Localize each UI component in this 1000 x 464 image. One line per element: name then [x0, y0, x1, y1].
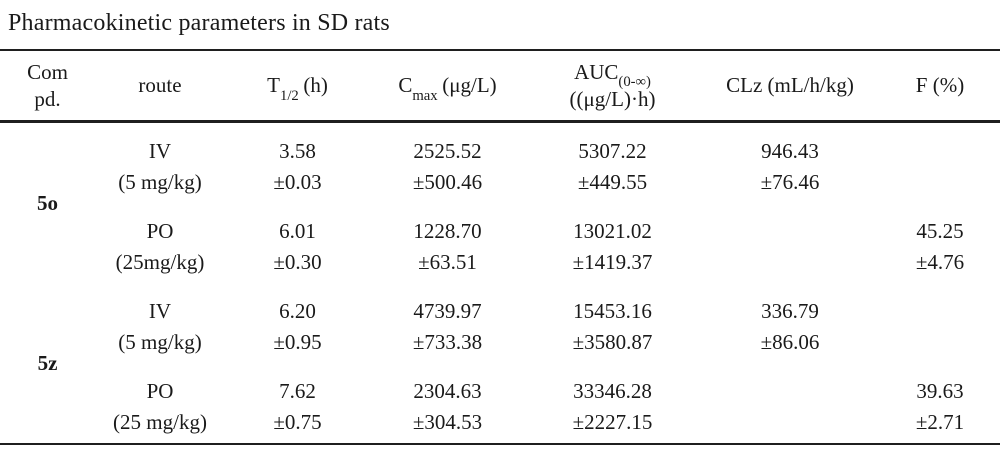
compound-label: 5z — [37, 350, 58, 375]
cmax-cell: 2304.63 ±304.53 — [370, 363, 525, 444]
cmax-value: 4739.97 — [413, 299, 482, 323]
t12-value: 7.62 — [279, 379, 316, 403]
clz-value: 336.79 — [761, 299, 819, 323]
t12-sd: ±0.03 — [273, 170, 322, 194]
dose-value: (5 mg/kg) — [118, 330, 202, 354]
f-value: 39.63 — [916, 379, 964, 403]
auc-value: 5307.22 — [578, 139, 647, 163]
f-cell-empty — [880, 283, 1000, 363]
route-cell: IV (5 mg/kg) — [95, 283, 225, 363]
auc-cell: 33346.28 ±2227.15 — [525, 363, 700, 444]
col-header-cmax: Cmax (μg/L) — [370, 50, 525, 123]
t12-sd: ±0.30 — [273, 250, 322, 274]
auc-subscript: (0-∞) — [618, 74, 651, 91]
t12-cell: 7.62 ±0.75 — [225, 363, 370, 444]
auc-sd: ±3580.87 — [572, 330, 653, 354]
t12-value: 6.20 — [279, 299, 316, 323]
auc-unit: ((μg/L)·h) — [569, 86, 656, 111]
t12-cell: 3.58 ±0.03 — [225, 122, 370, 204]
route-value: IV — [148, 139, 172, 163]
t12-subscript: 1/2 — [279, 87, 299, 104]
table-title: Pharmacokinetic parameters in SD rats — [8, 10, 390, 36]
table-header: Com pd. route T1/2 (h) Cmax (μg/L) AUC(0-∞… — [0, 50, 1000, 123]
cmax-value: 1228.70 — [413, 219, 482, 243]
clz-value: 946.43 — [761, 139, 819, 163]
col-header-clz: CLz (mL/h/kg) — [700, 50, 880, 123]
cmax-sd: ±63.51 — [418, 250, 477, 274]
t12-value: 3.58 — [279, 139, 316, 163]
auc-symbol: AUC — [574, 59, 619, 84]
dose-value: (25mg/kg) — [115, 250, 205, 274]
table-row-5o-iv: 5o IV (5 mg/kg) 3.58 ±0.03 2525.52 ±500.… — [0, 122, 1000, 215]
route-cell: PO (25mg/kg) — [95, 203, 225, 283]
route-cell: IV (5 mg/kg) — [95, 122, 225, 204]
cmax-value: 2525.52 — [413, 139, 482, 163]
f-sd: ±4.76 — [915, 250, 965, 274]
t12-unit: (h) — [303, 73, 328, 97]
cmax-sd: ±733.38 — [412, 330, 483, 354]
cmax-sd: ±304.53 — [412, 410, 483, 434]
col-header-route: route — [95, 50, 225, 123]
t12-sd: ±0.75 — [273, 410, 322, 434]
auc-sd: ±2227.15 — [572, 410, 653, 434]
header-row: Com pd. route T1/2 (h) Cmax (μg/L) AUC(0-∞… — [0, 50, 1000, 123]
compound-header-line2: pd. — [34, 86, 61, 111]
auc-cell: 15453.16 ±3580.87 — [525, 283, 700, 363]
dose-value: (25 mg/kg) — [113, 410, 207, 434]
auc-value: 33346.28 — [573, 379, 652, 403]
clz-cell-empty — [700, 363, 880, 444]
cmax-cell: 1228.70 ±63.51 — [370, 203, 525, 283]
f-value: 45.25 — [916, 219, 964, 243]
compound-header-line1: Com — [27, 59, 68, 84]
cmax-cell: 2525.52 ±500.46 — [370, 122, 525, 204]
clz-cell: 946.43 ±76.46 — [700, 122, 880, 204]
f-cell: 39.63 ±2.71 — [880, 363, 1000, 444]
table-row-5z-po: PO (25 mg/kg) 7.62 ±0.75 2304.63 ±304.53… — [0, 363, 1000, 444]
col-header-f: F (%) — [880, 50, 1000, 123]
f-cell: 45.25 ±4.76 — [880, 203, 1000, 283]
table-row-5z-iv: 5z IV (5 mg/kg) 6.20 ±0.95 4739.97 ±733.… — [0, 283, 1000, 375]
clz-cell-empty — [700, 203, 880, 283]
auc-cell: 5307.22 ±449.55 — [525, 122, 700, 204]
auc-header-line1: AUC(0-∞) — [525, 59, 700, 90]
t12-symbol: T — [267, 73, 280, 97]
route-cell: PO (25 mg/kg) — [95, 363, 225, 444]
auc-value: 13021.02 — [573, 219, 652, 243]
auc-cell: 13021.02 ±1419.37 — [525, 203, 700, 283]
t12-value: 6.01 — [279, 219, 316, 243]
auc-value: 15453.16 — [573, 299, 652, 323]
t12-cell: 6.20 ±0.95 — [225, 283, 370, 363]
f-sd: ±2.71 — [915, 410, 965, 434]
cmax-unit: (μg/L) — [442, 73, 497, 97]
clz-sd: ±86.06 — [760, 330, 820, 354]
dose-value: (5 mg/kg) — [118, 170, 202, 194]
route-value: IV — [148, 299, 172, 323]
auc-sd: ±1419.37 — [572, 250, 653, 274]
route-value: PO — [146, 379, 174, 403]
t12-cell: 6.01 ±0.30 — [225, 203, 370, 283]
pharmacokinetics-table: Com pd. route T1/2 (h) Cmax (μg/L) AUC(0-∞… — [0, 49, 1000, 445]
compound-cell-5z: 5z — [0, 283, 95, 444]
route-value: PO — [146, 219, 174, 243]
cmax-value: 2304.63 — [413, 379, 482, 403]
col-header-t12: T1/2 (h) — [225, 50, 370, 123]
clz-sd: ±76.46 — [760, 170, 820, 194]
t12-sd: ±0.95 — [273, 330, 322, 354]
clz-cell: 336.79 ±86.06 — [700, 283, 880, 363]
cmax-symbol: C — [398, 73, 413, 97]
cmax-subscript: max — [412, 87, 438, 104]
col-header-auc: AUC(0-∞) ((μg/L)·h) — [525, 50, 700, 123]
auc-sd: ±449.55 — [577, 170, 648, 194]
col-header-compound: Com pd. — [0, 50, 95, 123]
f-cell-empty — [880, 122, 1000, 204]
compound-label: 5o — [37, 190, 58, 215]
cmax-sd: ±500.46 — [412, 170, 483, 194]
table-row-5o-po: PO (25mg/kg) 6.01 ±0.30 1228.70 ±63.51 1… — [0, 203, 1000, 283]
table-body: 5o IV (5 mg/kg) 3.58 ±0.03 2525.52 ±500.… — [0, 122, 1000, 445]
cmax-cell: 4739.97 ±733.38 — [370, 283, 525, 363]
compound-cell-5o: 5o — [0, 122, 95, 284]
